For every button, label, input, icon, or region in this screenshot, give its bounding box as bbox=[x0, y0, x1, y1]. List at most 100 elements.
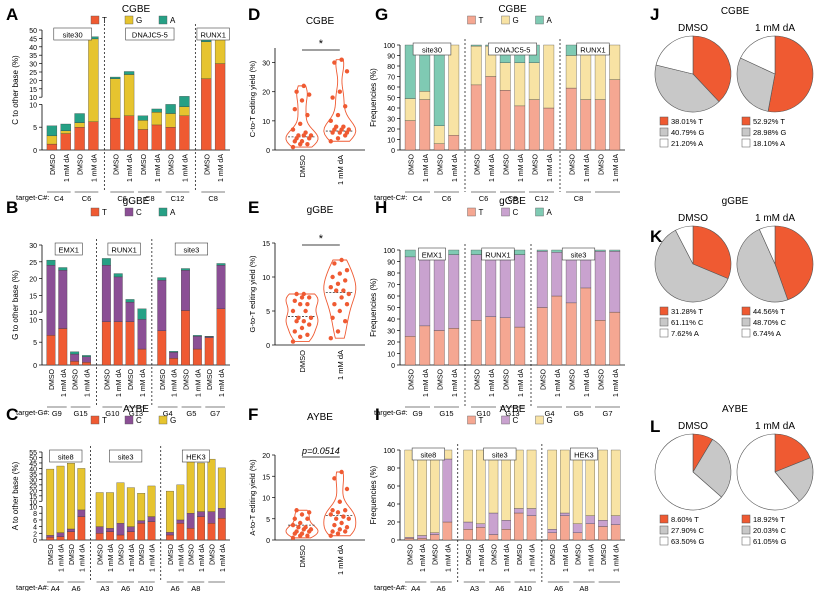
x-tick-label: DMSO bbox=[601, 543, 608, 565]
bar-segment-g bbox=[528, 62, 540, 100]
pie-legend-label: 21.20% A bbox=[671, 139, 703, 148]
pie-slice-g bbox=[736, 433, 800, 511]
bar-segment-g bbox=[46, 468, 55, 536]
site-label-box bbox=[54, 242, 83, 256]
y-tick-label: 20 bbox=[29, 78, 37, 85]
pie-label: 1 mM dA bbox=[755, 213, 795, 224]
data-point bbox=[335, 281, 341, 286]
violin-outline bbox=[285, 85, 319, 148]
bar-segment-c bbox=[547, 529, 557, 533]
target-value: C4 bbox=[54, 194, 64, 203]
bar-segment-t bbox=[74, 127, 85, 151]
x-tick-label: DMSO bbox=[437, 153, 444, 175]
bar-segment-t bbox=[67, 531, 75, 541]
bar-segment-a bbox=[137, 308, 147, 320]
bar-segment-g bbox=[179, 106, 190, 116]
bar-segment-c bbox=[598, 520, 608, 527]
bar-segment-t bbox=[137, 523, 146, 541]
bar-segment-c bbox=[514, 254, 526, 328]
bar-segment-t bbox=[609, 79, 621, 151]
y-tick-label: 90 bbox=[387, 54, 395, 61]
pie-slice-g bbox=[736, 57, 776, 112]
bar-segment-a bbox=[74, 113, 85, 123]
data-point bbox=[294, 89, 299, 94]
y-tick-label: 80 bbox=[387, 466, 395, 473]
y-axis-label: C to other base (%) bbox=[11, 55, 20, 125]
legend-label-t: T bbox=[102, 416, 107, 425]
y-tick-label: 15 bbox=[29, 293, 37, 300]
bar-segment-g bbox=[217, 467, 226, 509]
bar-segment-a bbox=[536, 249, 548, 252]
bar-segment-g bbox=[201, 41, 212, 79]
y-tick-label: 10 bbox=[29, 102, 37, 109]
site-label-box bbox=[487, 42, 537, 56]
pie-legend-label: 7.62% A bbox=[671, 329, 699, 338]
panel-letter-i: I bbox=[375, 405, 380, 424]
x-tick-label: DMSO bbox=[169, 153, 176, 175]
bar-segment-t bbox=[470, 319, 482, 366]
x-tick-label: DMSO bbox=[104, 368, 111, 390]
y-tick-label: 35 bbox=[29, 53, 37, 60]
target-value: A8 bbox=[579, 584, 588, 591]
site-label-box bbox=[49, 449, 83, 463]
bar-segment-t bbox=[528, 99, 540, 151]
target-value: G5 bbox=[573, 409, 583, 418]
target-value: G5 bbox=[186, 409, 196, 418]
pie-legend-swatch bbox=[659, 317, 669, 327]
x-tick-label: 1 mM dA bbox=[588, 544, 595, 572]
data-point bbox=[339, 295, 344, 300]
y-tick-label: 80 bbox=[387, 271, 395, 278]
target-value: A3 bbox=[470, 584, 479, 591]
pie-label: DMSO bbox=[678, 23, 708, 34]
y-tick-label: 10 bbox=[262, 119, 270, 126]
x-tick-label: DMSO bbox=[141, 153, 148, 175]
data-point bbox=[339, 57, 344, 62]
x-tick-label: 1 mM dA bbox=[64, 154, 71, 182]
y-tick-label: 15 bbox=[29, 87, 37, 94]
y-tick-label: 40 bbox=[387, 317, 395, 324]
x-tick-label: 1 mM dA bbox=[584, 154, 591, 182]
bar-segment-c bbox=[433, 255, 445, 331]
target-value: G4 bbox=[163, 409, 173, 418]
x-tick-label: DMSO bbox=[532, 153, 539, 175]
legend-label-c: C bbox=[513, 416, 519, 425]
bar-segment-c bbox=[101, 265, 111, 322]
x-tick-label: 1 mM dA bbox=[420, 544, 427, 572]
bar-segment-c bbox=[192, 336, 202, 350]
data-point bbox=[332, 302, 337, 307]
x-tick-label: 1 mM dA bbox=[563, 544, 570, 572]
bar-segment-c bbox=[419, 254, 431, 327]
site-label: site3 bbox=[492, 451, 508, 460]
x-tick-label: DMSO bbox=[408, 153, 415, 175]
y-tick-label: 30 bbox=[262, 61, 270, 68]
bar-segment-c bbox=[137, 520, 146, 524]
target-value: A4 bbox=[411, 584, 420, 591]
bar-segment-g bbox=[543, 44, 555, 109]
x-tick-label: 1 mM dA bbox=[61, 369, 68, 397]
y-tick-label: 20 bbox=[387, 127, 395, 134]
x-tick-label: DMSO bbox=[98, 543, 105, 565]
data-point bbox=[305, 332, 310, 337]
y-tick-label: 60 bbox=[387, 484, 395, 491]
data-point bbox=[334, 288, 339, 293]
bar-segment-t bbox=[101, 321, 111, 366]
pie-slice-a bbox=[740, 35, 776, 75]
y-tick-label: 8 bbox=[33, 511, 37, 518]
data-point bbox=[294, 319, 299, 324]
bar-segment-t bbox=[514, 512, 524, 541]
pie-slice-c bbox=[736, 228, 789, 303]
site-label-box bbox=[561, 247, 596, 261]
y-tick-label: 100 bbox=[383, 448, 395, 455]
panel-letter-j: J bbox=[650, 5, 659, 24]
data-point bbox=[343, 104, 348, 109]
bar-segment-t bbox=[179, 115, 190, 151]
data-point bbox=[335, 329, 341, 334]
bar-segment-c bbox=[485, 256, 497, 317]
data-point bbox=[346, 127, 351, 132]
pie-slice-t bbox=[767, 35, 814, 113]
data-point bbox=[328, 285, 333, 290]
target-value: C12 bbox=[535, 194, 549, 203]
bar-segment-c bbox=[463, 521, 473, 530]
y-tick-label: 40 bbox=[387, 106, 395, 113]
